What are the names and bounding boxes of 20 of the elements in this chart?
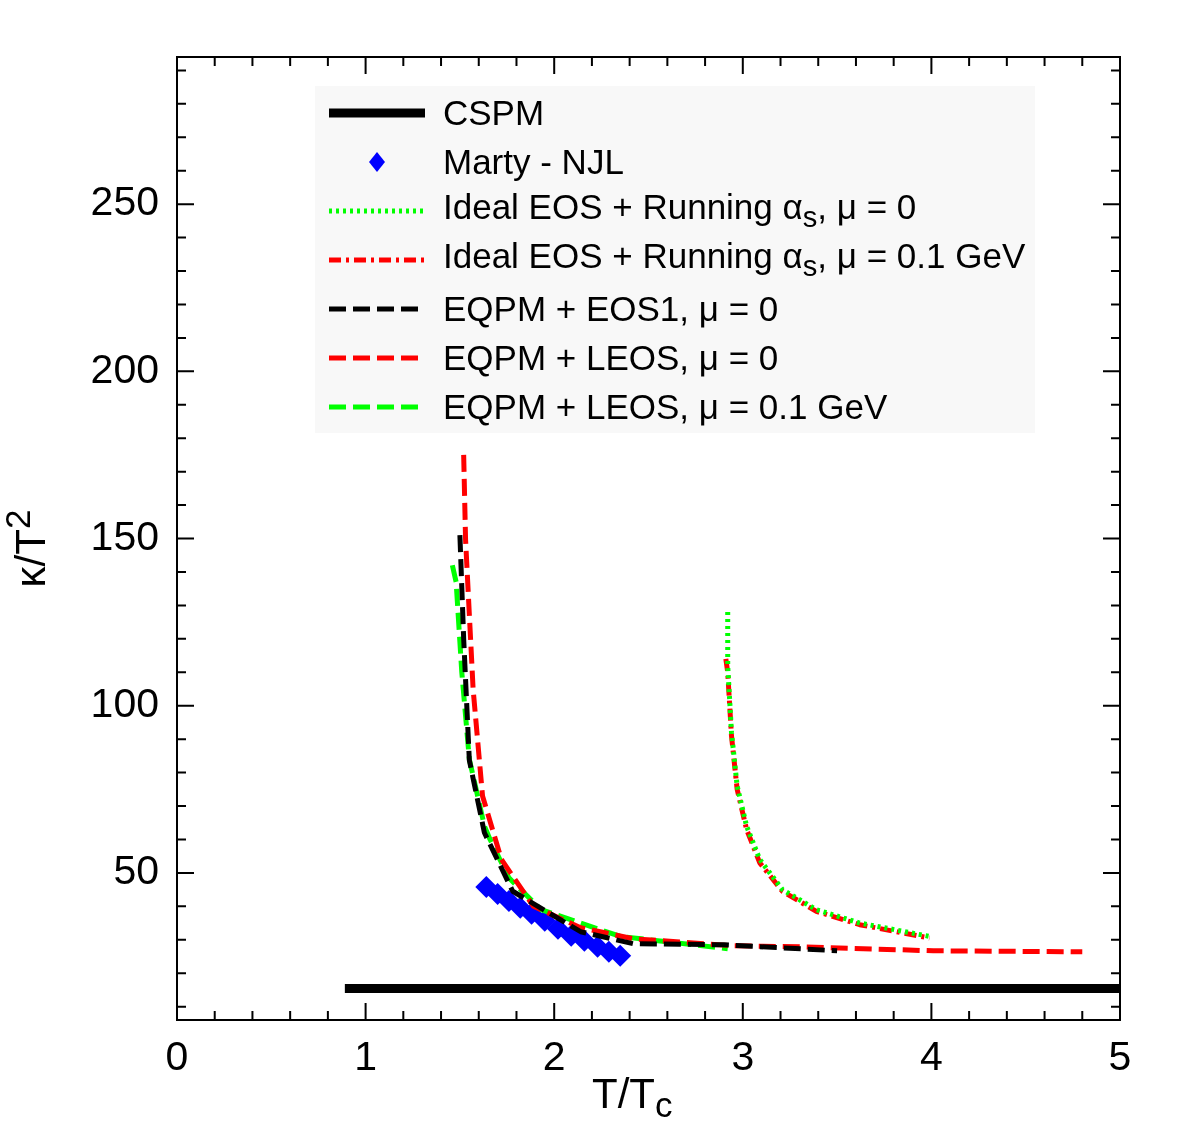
legend-label: EQPM + LEOS, μ = 0 — [443, 337, 779, 378]
legend-label: EQPM + EOS1, μ = 0 — [443, 288, 779, 329]
y-tick-label: 50 — [113, 847, 159, 894]
y-tick-label: 250 — [90, 178, 159, 225]
legend-label: EQPM + LEOS, μ = 0.1 GeV — [443, 386, 888, 427]
y-tick-label: 100 — [90, 680, 159, 726]
x-tick-label: 4 — [919, 1032, 943, 1079]
x-tick-label: 0 — [165, 1032, 189, 1079]
legend-label: CSPM — [443, 92, 545, 133]
x-tick-label: 5 — [1108, 1032, 1132, 1079]
legend-label: Ideal EOS + Running α$_{s}$, μ = 0 — [443, 187, 917, 234]
y-tick-label: 150 — [90, 512, 159, 559]
legend-label: Ideal EOS + Running α$_{s}$, μ = 0.1 GeV — [443, 236, 1026, 283]
x-axis-title: T/T$_{c}$ — [592, 1070, 673, 1126]
x-tick-label: 2 — [542, 1032, 566, 1079]
x-tick-label: 3 — [731, 1032, 755, 1079]
point — [609, 944, 632, 967]
y-tick-label: 200 — [90, 345, 159, 392]
legend-label: Marty - NJL — [443, 141, 624, 182]
x-tick-label: 1 — [354, 1032, 378, 1079]
